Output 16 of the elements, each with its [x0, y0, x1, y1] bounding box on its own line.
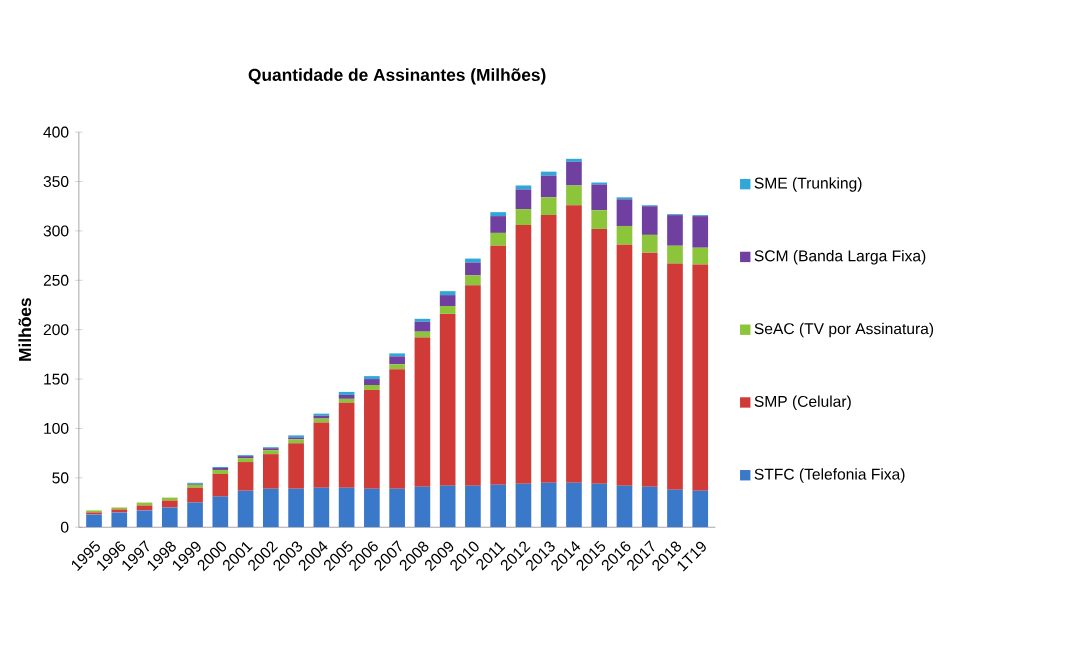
legend-label: SMP (Celular)	[754, 395, 851, 411]
y-tick-label: 50	[52, 472, 69, 484]
y-tick-label: 350	[43, 176, 69, 188]
y-tick-label: 250	[43, 275, 69, 287]
y-tick-label: 100	[44, 423, 69, 435]
legend-label: SeAC (TV por Assinatura)	[754, 322, 934, 338]
y-tick-label: 400	[43, 126, 69, 138]
legend-label: SME (Trunking)	[754, 177, 862, 192]
chart-title: Quantidade de Assinantes (Milhões)	[248, 68, 546, 85]
y-tick-label: 300	[43, 225, 69, 237]
legend-label: SCM (Banda Larga Fixa)	[754, 250, 926, 265]
legend-label: STFC (Telefonia Fixa)	[754, 468, 905, 484]
y-tick-label: 150	[44, 373, 69, 385]
y-tick-label: 200	[43, 324, 69, 336]
y-tick-label: 0	[60, 521, 69, 534]
y-axis-title: Milhões	[18, 298, 32, 362]
